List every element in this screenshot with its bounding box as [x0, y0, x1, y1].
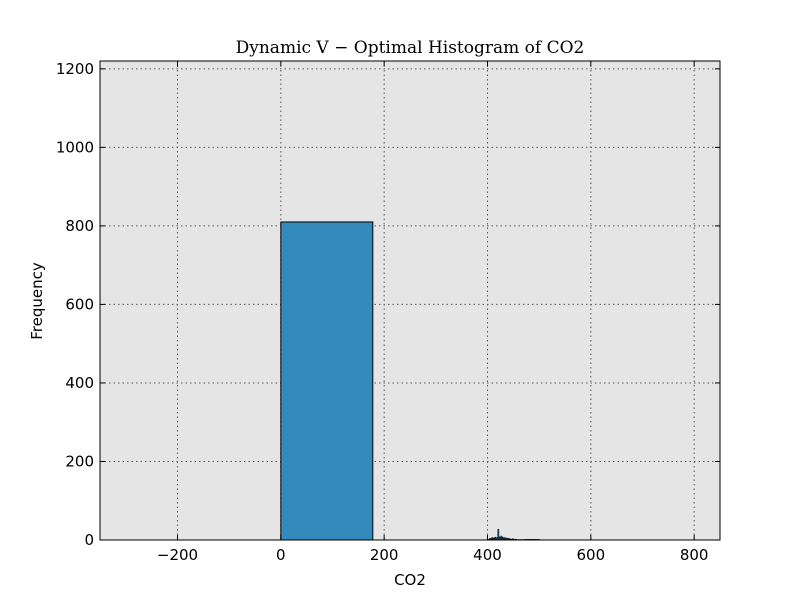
- y-tick-label: 800: [65, 217, 94, 235]
- y-tick-label: 400: [65, 374, 94, 392]
- x-tick-label: 400: [473, 546, 502, 564]
- axis-ticks: −200 0 200 400 600 800 0 200 400 600 800 1000 1200: [56, 60, 720, 564]
- x-tick-label: 800: [680, 546, 709, 564]
- histogram-bars: [280, 221, 540, 541]
- y-tick-label: 0: [84, 531, 94, 549]
- histogram-bar: [280, 221, 374, 541]
- y-tick-label: 1000: [56, 138, 94, 156]
- plot-background: [100, 61, 720, 540]
- x-tick-label: 600: [577, 546, 606, 564]
- x-tick-label: 0: [276, 546, 286, 564]
- x-axis-label: CO2: [394, 571, 426, 589]
- y-tick-label: 200: [65, 452, 94, 470]
- x-tick-label: −200: [157, 546, 198, 564]
- x-tick-label: 200: [370, 546, 399, 564]
- y-tick-label: 600: [65, 295, 94, 313]
- y-axis-label: Frequency: [28, 262, 46, 340]
- chart-title: Dynamic V − Optimal Histogram of CO2: [236, 38, 585, 58]
- plot-frame: [99, 60, 721, 541]
- y-tick-label: 1200: [56, 60, 94, 78]
